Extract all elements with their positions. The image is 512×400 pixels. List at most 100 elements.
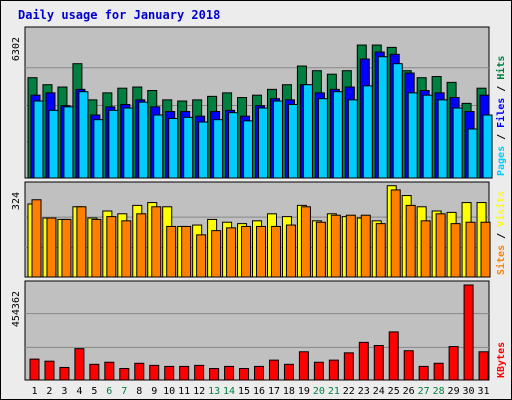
x-tick-label-day-30: 30 [463, 386, 475, 397]
bar-sites-day-17 [270, 225, 281, 278]
x-tick-label-day-6: 6 [106, 386, 112, 397]
x-tick-label-day-25: 25 [388, 386, 400, 397]
bar-sites-day-14 [226, 227, 237, 278]
x-tick-label-day-23: 23 [358, 386, 370, 397]
bar-sites-day-21 [330, 214, 341, 278]
bar-pages-day-12 [198, 121, 209, 179]
legend-entry-pages: Pages [496, 146, 507, 176]
bar-kbytes-day-5 [89, 363, 100, 381]
bar-kbytes-day-19 [298, 351, 309, 381]
bar-pages-day-28 [437, 99, 448, 179]
bar-kbytes-day-13 [209, 368, 220, 381]
bar-pages-day-25 [392, 63, 403, 179]
bar-kbytes-day-15 [239, 368, 250, 381]
y-max-label: 6302 [11, 37, 22, 61]
legend-separator: / [496, 227, 507, 245]
bar-kbytes-day-8 [134, 362, 145, 381]
legend-separator: / [496, 80, 507, 98]
bar-pages-day-21 [332, 91, 343, 179]
bar-sites-day-23 [360, 214, 371, 278]
x-tick-label-day-17: 17 [268, 386, 280, 397]
x-tick-label-day-11: 11 [178, 386, 190, 397]
x-tick-label-day-9: 9 [151, 386, 157, 397]
bar-sites-day-19 [300, 206, 311, 278]
bar-sites-day-22 [345, 214, 356, 278]
bar-kbytes-day-21 [328, 359, 339, 381]
bar-pages-day-7 [123, 107, 134, 179]
legend-entry-kbytes: KBytes [496, 342, 507, 378]
x-tick-label-day-14: 14 [223, 386, 235, 397]
bar-sites-day-8 [136, 213, 147, 278]
bar-pages-day-6 [108, 109, 119, 179]
bar-sites-day-31 [480, 221, 491, 278]
x-tick-label-day-10: 10 [163, 386, 175, 397]
bar-kbytes-day-12 [194, 364, 205, 381]
x-tick-label-day-4: 4 [76, 386, 82, 397]
bar-sites-day-29 [450, 223, 461, 278]
bar-kbytes-day-11 [179, 365, 190, 381]
bar-pages-day-18 [287, 104, 298, 179]
bar-pages-day-14 [228, 112, 239, 179]
bar-sites-day-6 [106, 216, 117, 278]
bar-kbytes-day-26 [403, 350, 414, 381]
x-tick-label-day-5: 5 [91, 386, 97, 397]
bar-pages-day-15 [243, 120, 254, 179]
bar-pages-day-5 [93, 119, 104, 179]
y-max-label: 324 [11, 192, 22, 210]
bar-kbytes-day-14 [224, 365, 235, 381]
x-tick-label-day-7: 7 [121, 386, 127, 397]
bar-kbytes-day-10 [164, 365, 175, 381]
x-tick-label-day-12: 12 [193, 386, 205, 397]
bar-sites-day-3 [61, 218, 72, 278]
x-tick-label-day-31: 31 [477, 386, 489, 397]
bar-sites-day-2 [46, 217, 57, 278]
legend-visits-sites: Sites / Visits [495, 191, 507, 275]
bar-pages-day-22 [347, 99, 358, 179]
x-tick-label-day-28: 28 [433, 386, 445, 397]
legend-entry-hits: Hits [495, 56, 507, 80]
bar-sites-day-24 [375, 223, 386, 278]
bar-kbytes-day-25 [388, 331, 399, 381]
bar-kbytes-day-3 [59, 366, 70, 381]
bar-pages-day-8 [138, 101, 149, 179]
bar-sites-day-12 [196, 234, 207, 278]
bar-pages-day-23 [362, 85, 373, 179]
bar-kbytes-day-16 [254, 365, 265, 381]
x-tick-label-day-22: 22 [343, 386, 355, 397]
bar-sites-day-7 [121, 220, 132, 278]
bar-pages-day-1 [33, 100, 44, 179]
bar-pages-day-31 [482, 114, 493, 179]
bar-pages-day-27 [422, 94, 433, 179]
bar-kbytes-day-30 [463, 284, 474, 381]
bar-pages-day-26 [407, 92, 418, 179]
legend-entry-files: Files [495, 98, 507, 128]
bar-pages-day-13 [213, 119, 224, 179]
legend-separator: / [496, 128, 507, 146]
x-tick-label-day-24: 24 [373, 386, 385, 397]
bar-kbytes-day-23 [358, 341, 369, 381]
x-tick-label-day-26: 26 [403, 386, 415, 397]
y-max-label: 454362 [11, 291, 22, 327]
bar-sites-day-10 [166, 225, 177, 278]
x-tick-label-day-2: 2 [46, 386, 52, 397]
x-tick-label-day-15: 15 [238, 386, 250, 397]
bar-kbytes-day-31 [478, 351, 489, 381]
chart-title: Daily usage for January 2018 [18, 8, 221, 22]
bar-sites-day-16 [256, 225, 267, 278]
x-tick-label-day-18: 18 [283, 386, 295, 397]
bar-pages-day-9 [153, 114, 164, 179]
x-tick-label-day-13: 13 [208, 386, 220, 397]
bar-kbytes-day-24 [373, 345, 384, 381]
bar-sites-day-30 [465, 221, 476, 278]
bar-sites-day-11 [181, 225, 192, 278]
x-tick-label-day-29: 29 [448, 386, 460, 397]
bar-pages-day-4 [78, 91, 89, 179]
bar-sites-day-27 [420, 220, 431, 278]
bar-pages-day-11 [183, 116, 194, 179]
bar-pages-day-16 [258, 107, 269, 179]
bar-pages-day-19 [302, 84, 313, 179]
bar-sites-day-25 [390, 189, 401, 278]
bar-pages-day-24 [377, 56, 388, 179]
bar-kbytes-day-22 [343, 352, 354, 381]
